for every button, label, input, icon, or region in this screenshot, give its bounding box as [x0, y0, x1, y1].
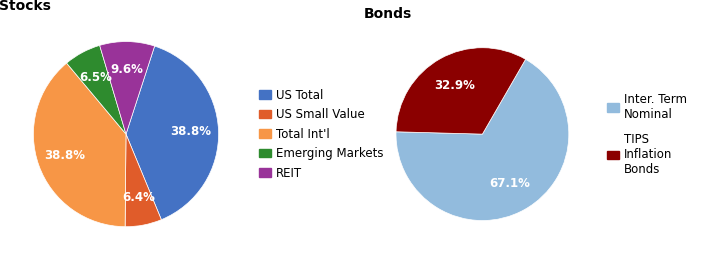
Wedge shape [396, 48, 526, 134]
Text: 6.5%: 6.5% [79, 70, 112, 84]
Legend: Inter. Term
Nominal, TIPS
Inflation
Bonds: Inter. Term Nominal, TIPS Inflation Bond… [607, 93, 687, 175]
Text: 32.9%: 32.9% [435, 79, 475, 92]
Wedge shape [126, 46, 219, 220]
Wedge shape [67, 45, 126, 134]
Legend: US Total, US Small Value, Total Int'l, Emerging Markets, REIT: US Total, US Small Value, Total Int'l, E… [259, 89, 383, 180]
Wedge shape [396, 59, 569, 221]
Wedge shape [125, 134, 161, 227]
Text: Stocks: Stocks [0, 0, 50, 13]
Text: Bonds: Bonds [364, 7, 412, 21]
Text: 38.8%: 38.8% [45, 149, 86, 163]
Text: 67.1%: 67.1% [490, 177, 530, 190]
Text: 9.6%: 9.6% [110, 63, 143, 76]
Wedge shape [99, 42, 155, 134]
Text: 6.4%: 6.4% [122, 191, 155, 204]
Wedge shape [33, 63, 126, 227]
Text: 38.8%: 38.8% [170, 125, 211, 138]
